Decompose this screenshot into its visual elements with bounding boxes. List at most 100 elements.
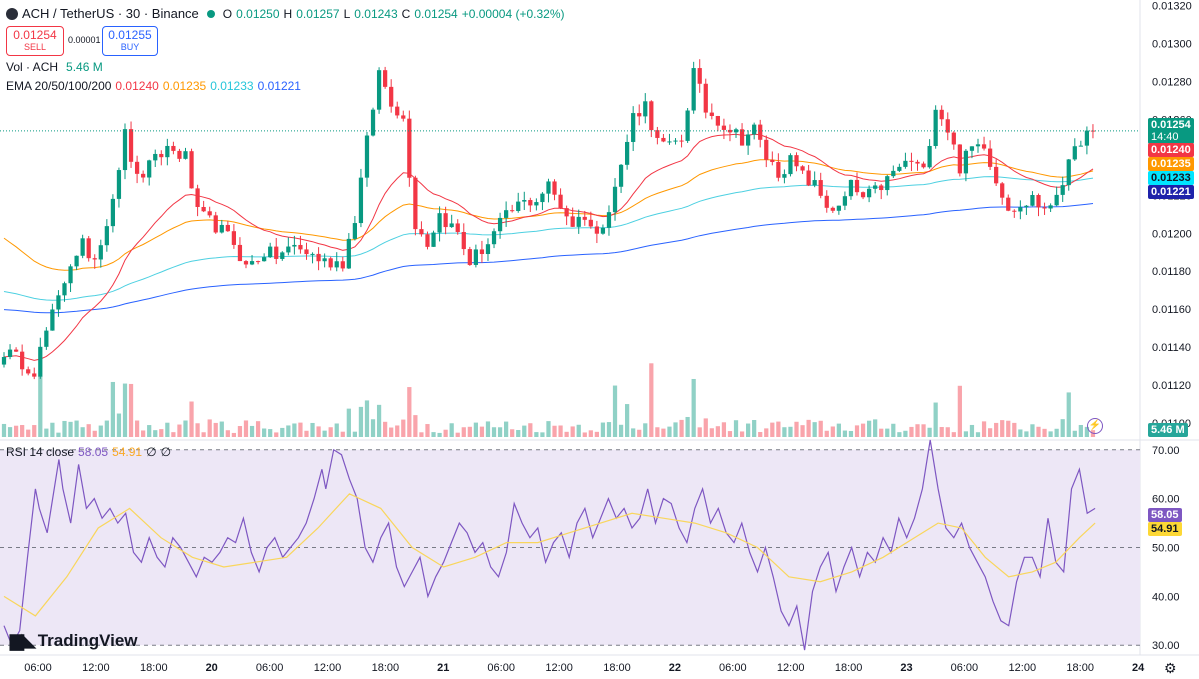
- candle-body: [788, 155, 793, 175]
- candle-body: [552, 181, 557, 195]
- sell-label: SELL: [23, 42, 47, 52]
- candle-body: [643, 101, 648, 117]
- candle-body: [739, 129, 745, 146]
- volume-bar: [165, 422, 170, 437]
- volume-bar: [564, 431, 569, 437]
- candle-body: [806, 170, 811, 186]
- candle-body: [842, 196, 848, 206]
- volume-bar: [776, 421, 781, 437]
- volume-bar: [703, 418, 708, 437]
- candle-body: [600, 227, 606, 234]
- last-price: 0.01254: [1151, 119, 1191, 131]
- volume-bar: [141, 430, 146, 437]
- candle-body: [122, 129, 128, 171]
- volume-bar: [909, 426, 914, 437]
- candle-body: [189, 151, 194, 189]
- candle-body: [782, 174, 787, 178]
- candle-body: [1030, 195, 1035, 206]
- candle-body: [437, 213, 442, 233]
- volume-bar: [497, 427, 503, 437]
- volume-bar: [346, 408, 351, 437]
- volume-legend[interactable]: Vol · ACH 5.46 M: [6, 60, 103, 74]
- volume-bar: [818, 420, 823, 437]
- candle-body: [479, 249, 485, 255]
- candle-body: [764, 139, 769, 160]
- candle-body: [340, 261, 345, 269]
- candle-body: [449, 223, 454, 228]
- volume-bar: [467, 426, 472, 437]
- volume-bar: [697, 427, 702, 437]
- tv-logo-icon: ▆◣: [10, 630, 36, 650]
- candle-body: [195, 188, 200, 207]
- volume-bar: [673, 422, 678, 437]
- price-tick-label: 0.01120: [1152, 380, 1191, 392]
- volume-bar: [56, 432, 61, 437]
- volume-bar: [558, 425, 563, 437]
- ema-legend[interactable]: EMA 20/50/100/200 0.01240 0.01235 0.0123…: [6, 79, 301, 93]
- time-tick-label: 18:00: [140, 662, 168, 674]
- price-tick-label: 0.01180: [1152, 266, 1191, 278]
- candle-body: [268, 246, 273, 258]
- volume-bar: [812, 422, 817, 437]
- volume-bar: [667, 426, 672, 437]
- volume-bar: [715, 426, 720, 437]
- volume-bar: [268, 429, 273, 437]
- volume-bar: [449, 423, 454, 437]
- volume-bar: [939, 427, 944, 437]
- time-tick-label: 06:00: [951, 662, 979, 674]
- candle-body: [255, 261, 261, 263]
- volume-bar: [207, 419, 212, 437]
- spread-value: 0.00001: [68, 35, 101, 45]
- volume-bar: [437, 432, 442, 437]
- sell-button[interactable]: 0.01254 SELL: [6, 26, 64, 56]
- candle-body: [485, 244, 491, 255]
- buy-button[interactable]: 0.01255 BUY: [102, 26, 158, 56]
- volume-bar: [1006, 420, 1011, 437]
- volume-bar: [836, 423, 841, 437]
- candle-body: [80, 238, 85, 256]
- volume-bar: [92, 430, 97, 437]
- candle-body: [443, 213, 448, 228]
- volume-bar: [1060, 419, 1065, 437]
- candle-body: [467, 249, 472, 265]
- candle-body: [1024, 205, 1029, 208]
- time-tick-label: 06:00: [719, 662, 747, 674]
- candle-body: [243, 261, 249, 265]
- volume-bar: [582, 432, 587, 437]
- candle-body: [915, 161, 920, 164]
- rsi-tick-label: 40.00: [1152, 591, 1180, 603]
- candle-body: [873, 185, 878, 189]
- rsi-legend[interactable]: RSI 14 close 58.05 54.91 ∅ ∅: [6, 445, 171, 459]
- time-tick-label: 06:00: [487, 662, 515, 674]
- candle-body: [310, 253, 315, 255]
- candle-body: [618, 164, 624, 187]
- rsi-tick-label: 60.00: [1152, 494, 1180, 506]
- volume-bar: [147, 425, 152, 437]
- settings-gear-icon[interactable]: ⚙: [1164, 660, 1177, 676]
- lightning-icon[interactable]: ⚡: [1087, 418, 1103, 434]
- symbol-legend: ACH / TetherUS · 30 · Binance O 0.01250 H…: [6, 6, 564, 21]
- candle-body: [903, 160, 908, 167]
- volume-bar: [625, 404, 630, 437]
- volume-bar: [873, 419, 878, 437]
- candle-body: [667, 141, 672, 143]
- volume-bar: [370, 419, 376, 437]
- candle-body: [685, 110, 690, 141]
- volume-bar: [570, 426, 575, 437]
- volume-bar: [237, 426, 243, 437]
- price-tick-label: 0.01140: [1152, 342, 1191, 354]
- candle-body: [510, 210, 515, 212]
- candle-body: [812, 180, 817, 186]
- volume-bar: [1084, 426, 1090, 437]
- candle-body: [516, 201, 521, 211]
- candle-body: [249, 261, 255, 265]
- volume-bar: [13, 425, 19, 437]
- volume-bar: [957, 385, 962, 437]
- high-value: 0.01257: [296, 6, 340, 21]
- volume-bar: [292, 423, 297, 437]
- candle-body: [134, 161, 140, 174]
- candle-body: [830, 207, 835, 211]
- symbol-title[interactable]: ACH / TetherUS · 30 · Binance: [22, 6, 199, 21]
- candle-body: [963, 150, 969, 174]
